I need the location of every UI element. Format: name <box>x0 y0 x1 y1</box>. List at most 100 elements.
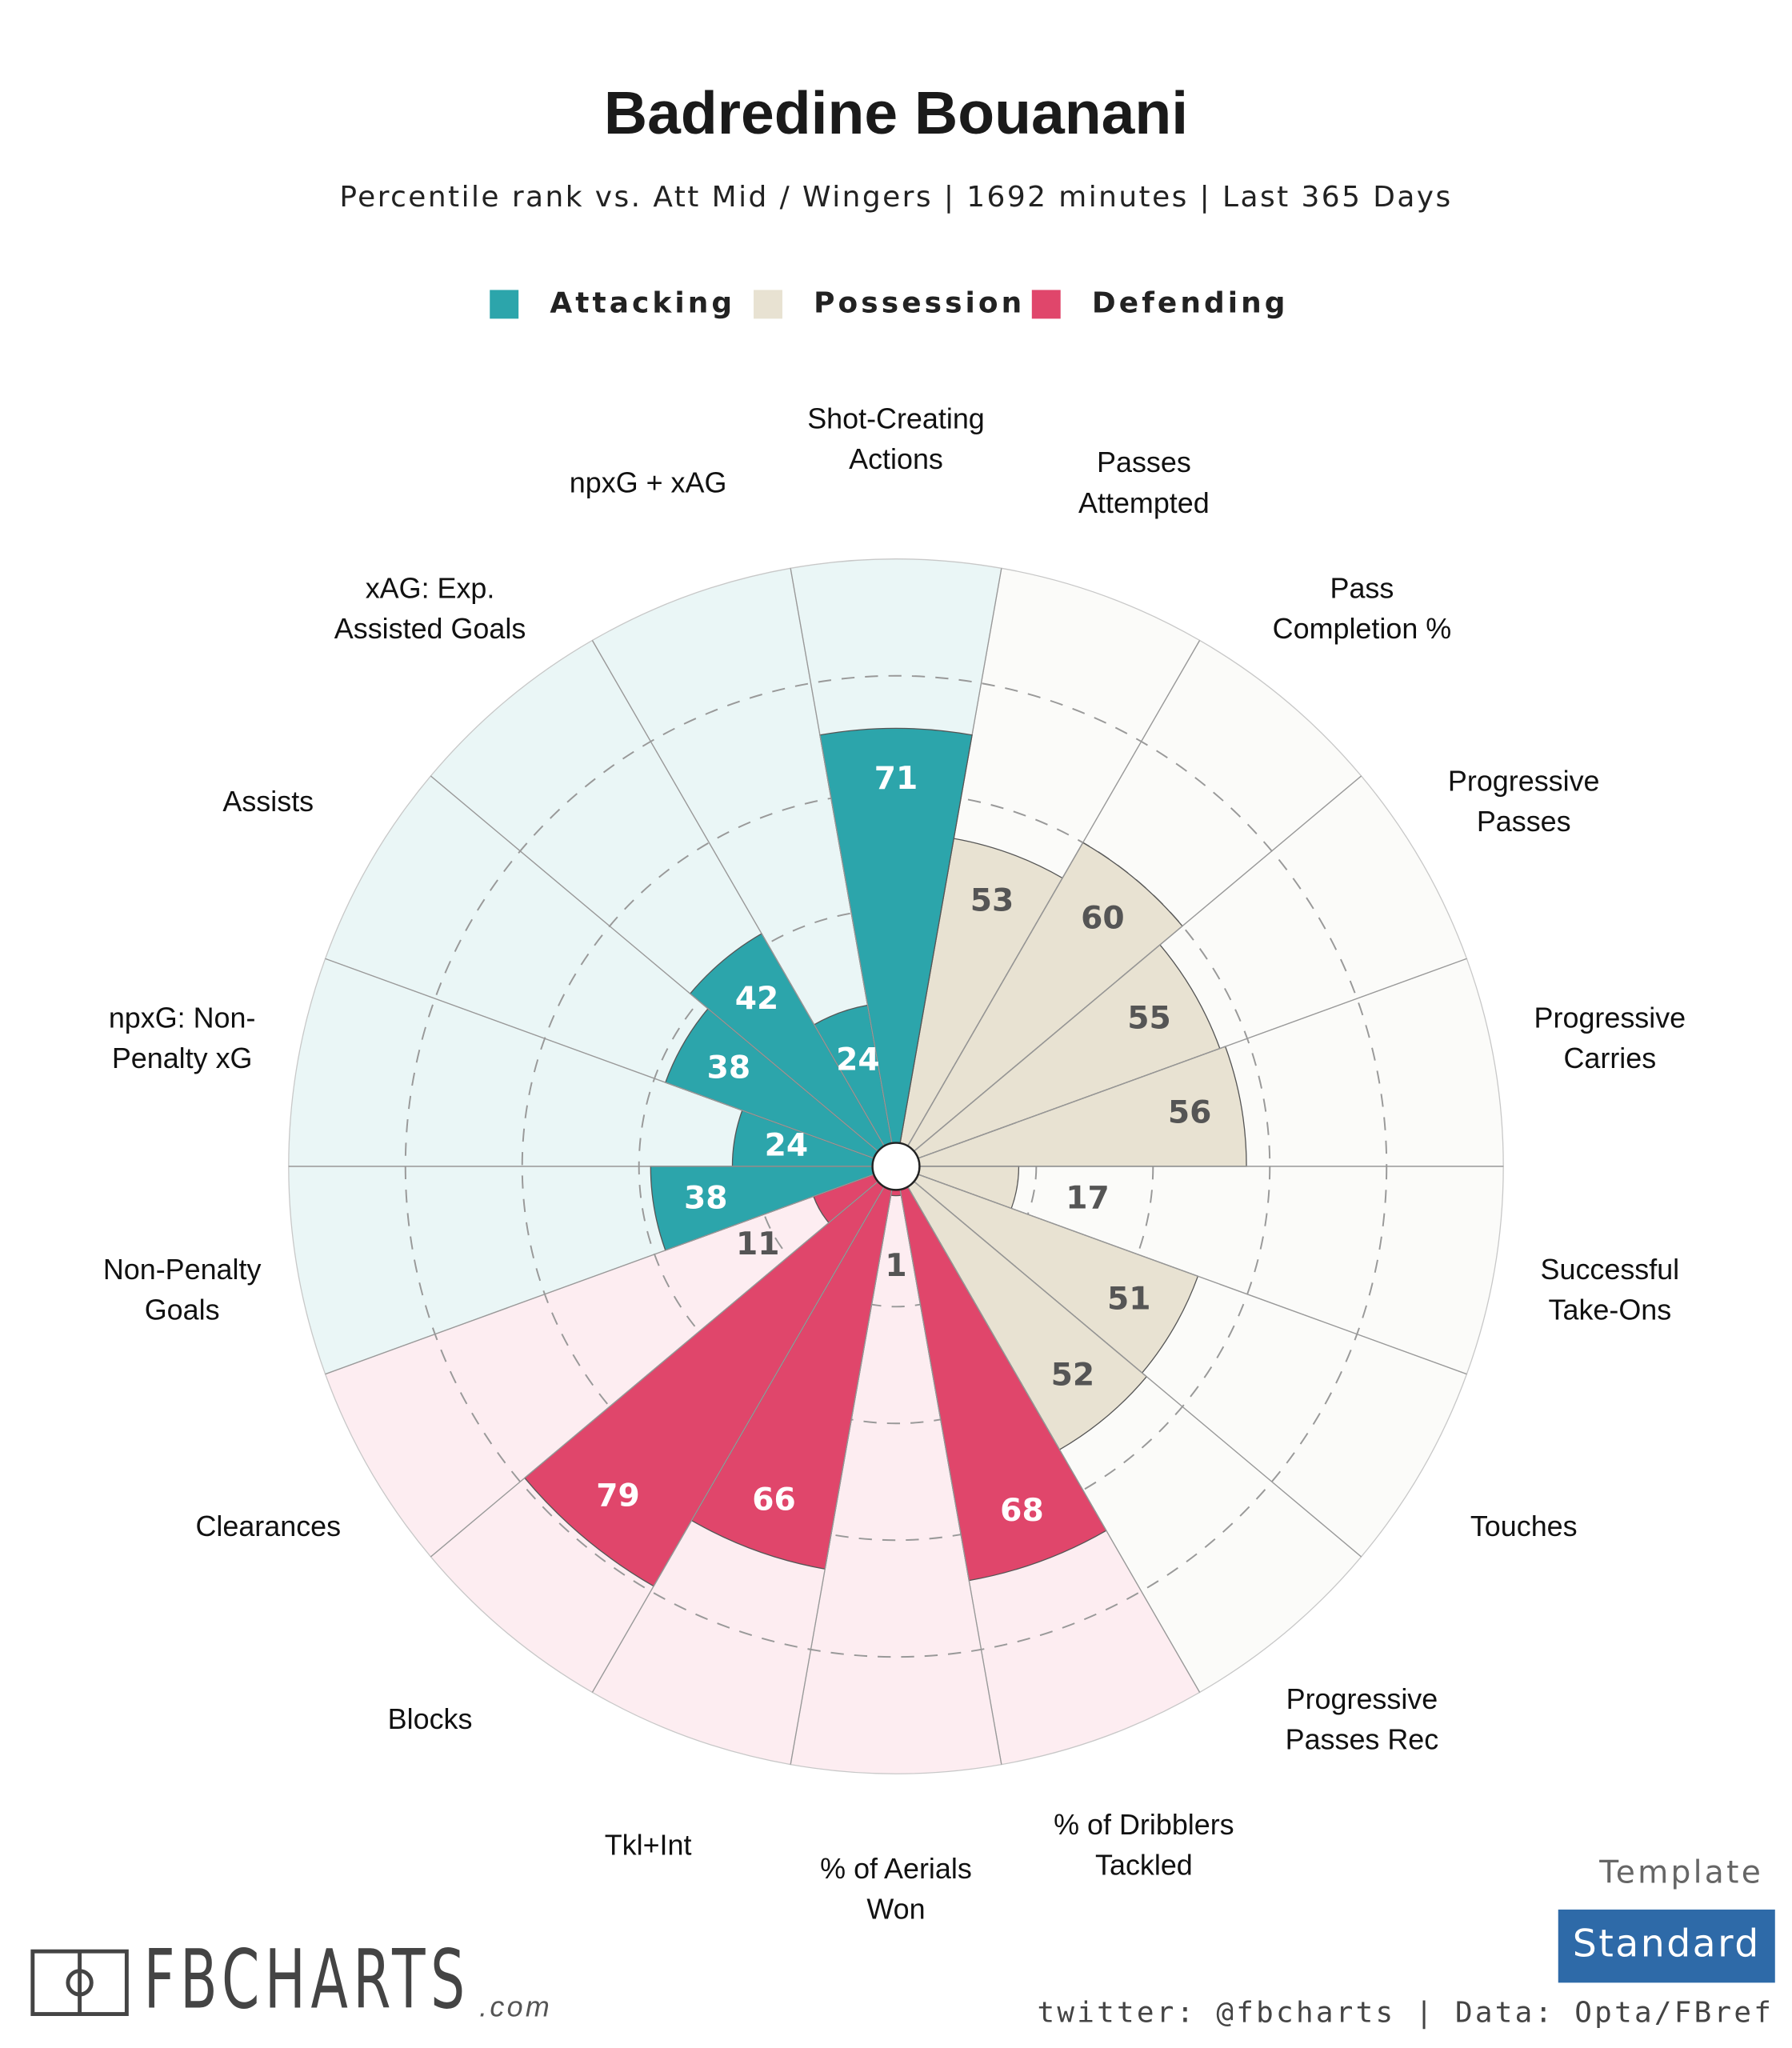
slice-divider <box>907 640 1201 1146</box>
legend-swatch <box>1031 290 1061 319</box>
category-line: Tackled <box>1095 1849 1193 1882</box>
slice-divider <box>790 1189 893 1765</box>
slice-divider <box>907 1186 1201 1693</box>
category-line: Attempted <box>1078 486 1210 519</box>
category-label: Non-Penalty Goals <box>103 1253 262 1326</box>
category-line: Non-Penalty <box>103 1253 262 1286</box>
category-line: Passes <box>1097 446 1191 479</box>
legend-label: Defending <box>1092 286 1289 319</box>
category-line: Assists <box>222 785 314 818</box>
slice-divider <box>918 958 1467 1159</box>
center-hole <box>871 1142 921 1191</box>
category-line: Assisted Goals <box>334 613 526 646</box>
template-badge <box>1558 1909 1775 1983</box>
value-label: 1 <box>885 1248 906 1284</box>
value-label: 51 <box>1107 1282 1151 1318</box>
category-line: Take-Ons <box>1549 1294 1672 1326</box>
slice-divider <box>325 1174 874 1375</box>
value-label: 42 <box>735 981 779 1017</box>
slice-divider <box>325 958 874 1159</box>
slice-divider <box>914 1181 1362 1558</box>
category-label: Pass Completion % <box>1273 572 1452 646</box>
slice-divider <box>899 1189 1002 1765</box>
category-label: % of Dribblers Tackled <box>1054 1809 1234 1882</box>
category-line: Penalty xG <box>112 1042 253 1074</box>
category-line: Goals <box>145 1294 220 1326</box>
category-line: Clearances <box>195 1510 341 1543</box>
category-label: npxG + xAG <box>570 466 727 499</box>
category-label: Progressive Passes Rec <box>1286 1682 1439 1756</box>
value-label: 24 <box>836 1042 880 1078</box>
slice-divider <box>914 775 1362 1152</box>
category-line: Successful <box>1541 1253 1680 1286</box>
value-label: 52 <box>1051 1358 1095 1394</box>
category-line: Progressive <box>1534 1002 1686 1034</box>
value-label: 71 <box>874 761 918 797</box>
category-line: Actions <box>849 443 943 476</box>
category-line: Tkl+Int <box>605 1829 692 1862</box>
legend-label: Possession <box>814 286 1025 319</box>
category-label: Progressive Passes <box>1448 765 1600 838</box>
category-line: Completion % <box>1273 613 1452 646</box>
slice-divider <box>591 640 885 1146</box>
value-label: 38 <box>684 1180 728 1216</box>
category-label: Passes Attempted <box>1078 446 1210 520</box>
chart-title: Badredine Bouanani <box>604 79 1188 146</box>
value-label: 17 <box>1066 1181 1110 1217</box>
category-line: Carries <box>1563 1042 1656 1074</box>
category-line: npxG: Non- <box>109 1002 256 1034</box>
logo-circle <box>66 1969 94 1997</box>
value-label: 79 <box>596 1478 640 1514</box>
category-label: xAG: Exp. Assisted Goals <box>334 572 526 646</box>
legend-label: Attacking <box>550 286 735 319</box>
category-label: npxG: Non- Penalty xG <box>109 1002 256 1075</box>
value-label: 11 <box>736 1226 780 1262</box>
value-label: 55 <box>1127 1001 1171 1037</box>
slice-divider <box>430 775 878 1152</box>
bars <box>288 568 1504 1765</box>
logo: FBCHARTS .com <box>30 1932 552 2026</box>
template-name: Standard <box>1573 1922 1761 1966</box>
value-label: 56 <box>1168 1095 1212 1131</box>
category-line: Won <box>866 1893 925 1926</box>
logo-suffix: .com <box>479 1990 552 2023</box>
value-label: 60 <box>1081 901 1125 937</box>
value-label: 38 <box>707 1050 751 1086</box>
category-line: Progressive <box>1286 1682 1438 1715</box>
chart-subtitle: Percentile rank vs. Att Mid / Wingers | … <box>339 181 1452 214</box>
slice-divider <box>918 1174 1467 1375</box>
category-line: Progressive <box>1448 765 1600 798</box>
category-line: Passes <box>1477 806 1571 838</box>
category-label: Blocks <box>388 1703 473 1736</box>
slice-divider <box>430 1181 878 1558</box>
category-label: Assists <box>222 785 314 818</box>
legend: Attacking Possession Defending <box>490 286 1289 319</box>
legend-swatch <box>490 290 519 319</box>
value-label: 53 <box>970 883 1014 919</box>
category-line: Blocks <box>388 1703 473 1736</box>
category-line: npxG + xAG <box>570 466 727 499</box>
template-label: Template <box>1598 1854 1763 1890</box>
labels: 53 Passes Attempted 60 Pass Completion % 55 Pro… <box>103 402 1686 1926</box>
value-label: 66 <box>752 1482 796 1518</box>
category-line: % of Aerials <box>820 1852 972 1885</box>
category-line: % of Dribblers <box>1054 1809 1234 1842</box>
legend-swatch <box>754 290 782 319</box>
category-label: Successful Take-Ons <box>1541 1253 1680 1326</box>
logo-text: FBCHARTS <box>144 1932 470 2026</box>
category-line: xAG: Exp. <box>366 572 495 605</box>
value-label: 24 <box>765 1127 809 1163</box>
category-label: Tkl+Int <box>605 1829 692 1862</box>
slice-divider <box>591 1186 885 1693</box>
category-line: Passes Rec <box>1286 1723 1439 1756</box>
category-line: Pass <box>1330 572 1394 605</box>
category-line: Shot-Creating <box>807 402 985 435</box>
category-line: Touches <box>1470 1510 1578 1543</box>
category-label: Shot-Creating Actions <box>807 402 985 476</box>
category-label: Progressive Carries <box>1534 1002 1686 1075</box>
slice-divider <box>790 568 893 1144</box>
value-label: 68 <box>1000 1493 1044 1529</box>
credit: twitter: @fbcharts | Data: Opta/FBref <box>1037 1997 1774 2030</box>
category-label: Clearances <box>195 1510 341 1543</box>
